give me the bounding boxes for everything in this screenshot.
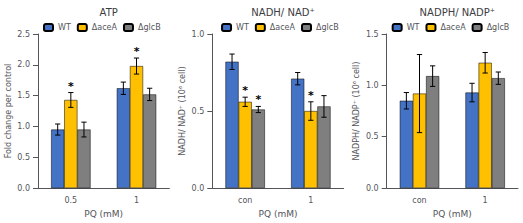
svg-text:NADH/ NAD⁺ (10⁶ cell): NADH/ NAD⁺ (10⁶ cell) <box>178 66 187 155</box>
svg-text:Fold change per control: Fold change per control <box>4 64 13 159</box>
svg-text:con: con <box>412 196 426 205</box>
svg-text:0.0: 0.0 <box>17 184 30 193</box>
svg-text:1.5: 1.5 <box>17 91 30 100</box>
svg-text:0.5: 0.5 <box>192 107 205 116</box>
svg-text:ΔglcB: ΔglcB <box>316 23 339 32</box>
svg-text:WT: WT <box>236 23 249 32</box>
svg-text:0.5: 0.5 <box>17 153 30 162</box>
svg-text:ΔglcB: ΔglcB <box>487 23 510 32</box>
svg-text:WT: WT <box>58 23 71 32</box>
svg-text:ΔaceA: ΔaceA <box>270 23 296 32</box>
svg-text:ΔglcB: ΔglcB <box>138 23 161 32</box>
svg-text:0.5: 0.5 <box>366 132 379 141</box>
svg-text:NADPH/ NADP⁺: NADPH/ NADP⁺ <box>420 7 495 18</box>
svg-text:PQ (mM): PQ (mM) <box>259 209 298 219</box>
svg-text:1: 1 <box>134 196 139 205</box>
svg-text:ATP: ATP <box>100 7 118 18</box>
svg-text:1: 1 <box>483 196 488 205</box>
svg-text:2.5: 2.5 <box>17 30 30 39</box>
svg-text:PQ (mM): PQ (mM) <box>84 209 123 219</box>
svg-text:ΔaceA: ΔaceA <box>92 23 118 32</box>
svg-text:0.0: 0.0 <box>366 184 379 193</box>
svg-text:0.0: 0.0 <box>192 184 205 193</box>
svg-text:PQ (mM): PQ (mM) <box>433 209 472 219</box>
svg-text:1.0: 1.0 <box>17 122 30 131</box>
svg-text:NADH/ NAD⁺: NADH/ NAD⁺ <box>251 7 314 18</box>
svg-text:ΔaceA: ΔaceA <box>440 23 466 32</box>
svg-text:*: * <box>68 80 74 93</box>
svg-text:con: con <box>238 196 252 205</box>
svg-text:1.5: 1.5 <box>366 30 379 39</box>
svg-text:1.0: 1.0 <box>366 81 379 90</box>
svg-text:*: * <box>308 89 314 102</box>
svg-text:1: 1 <box>308 196 313 205</box>
svg-text:0.5: 0.5 <box>64 196 77 205</box>
svg-text:2.0: 2.0 <box>17 60 30 69</box>
svg-text:1.0: 1.0 <box>192 30 205 39</box>
svg-text:NADPH/ NADP⁺ (10⁶ cell): NADPH/ NADP⁺ (10⁶ cell) <box>352 62 361 161</box>
svg-text:*: * <box>255 93 261 106</box>
svg-text:*: * <box>134 45 140 58</box>
svg-text:*: * <box>242 84 248 97</box>
svg-text:WT: WT <box>407 23 420 32</box>
